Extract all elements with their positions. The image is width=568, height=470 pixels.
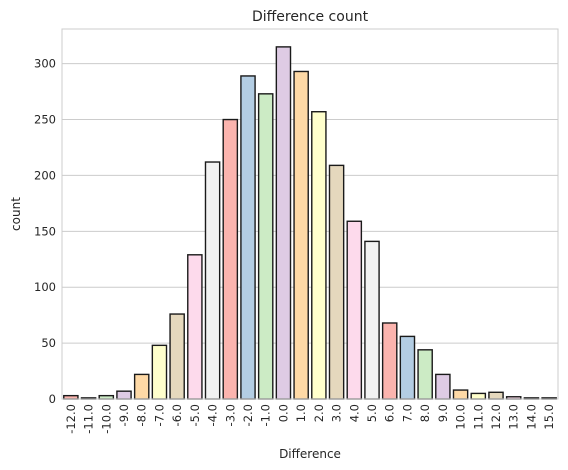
- plot-frame: [61, 28, 559, 400]
- bar: [240, 75, 256, 400]
- y-tick-label: 300: [34, 57, 56, 71]
- bar: [399, 335, 416, 400]
- bar: [275, 46, 292, 400]
- x-tick-label: 12.0: [489, 404, 503, 430]
- x-tick-label: 10.0: [454, 404, 468, 430]
- x-tick-label: -9.0: [117, 404, 131, 426]
- bar: [417, 349, 433, 400]
- x-tick-label: 4.0: [347, 404, 361, 422]
- x-tick-label: 14.0: [524, 404, 538, 430]
- y-tick-label: 0: [49, 392, 56, 406]
- bar: [311, 111, 327, 400]
- x-tick-label: -2.0: [241, 404, 255, 426]
- grid: [62, 63, 558, 400]
- x-tick-label: -8.0: [135, 404, 149, 426]
- bar: [435, 373, 451, 400]
- y-tick-label: 100: [34, 280, 56, 294]
- x-tick-label: -4.0: [206, 404, 220, 426]
- x-tick-label: -10.0: [99, 404, 113, 434]
- x-tick-label: -11.0: [82, 404, 96, 434]
- x-tick-labels: -12.0 -11.0 -10.0 -9.0 -8.0 -7.0 -6.0 -5.0 -4.0-…: [64, 404, 556, 434]
- x-tick-label: 2.0: [312, 404, 326, 422]
- bar: [257, 93, 274, 400]
- bar: [151, 344, 168, 400]
- x-tick-label: -6.0: [170, 404, 184, 426]
- bar: [222, 118, 239, 400]
- x-tick-label: -5.0: [188, 404, 202, 426]
- bar: [381, 322, 398, 400]
- x-tick-label: 5.0: [365, 404, 379, 422]
- bars: [63, 46, 557, 400]
- bar: [204, 161, 221, 400]
- bar: [98, 394, 115, 400]
- y-axis-label: count: [9, 197, 23, 231]
- bar: [187, 254, 203, 400]
- bar: [470, 392, 487, 400]
- y-tick-labels: 0 50 100 150 200 250 300: [34, 57, 56, 406]
- x-tick-label: 15.0: [542, 404, 556, 430]
- y-tick-label: 50: [41, 336, 56, 350]
- bar: [364, 240, 380, 400]
- x-tick-label: -7.0: [152, 404, 166, 426]
- x-tick-label: 11.0: [471, 404, 485, 430]
- x-tick-label: -3.0: [223, 404, 237, 426]
- bar: [63, 394, 79, 400]
- bar: [328, 164, 345, 400]
- bar: [169, 313, 185, 400]
- y-tick-label: 200: [34, 168, 56, 182]
- bar: [116, 390, 132, 400]
- x-tick-label: 7.0: [400, 404, 414, 422]
- y-tick-label: 150: [34, 224, 56, 238]
- bar: [452, 389, 469, 400]
- x-tick-label: 9.0: [436, 404, 450, 422]
- chart-title: Difference count: [252, 9, 369, 25]
- x-tick-label: 13.0: [507, 404, 521, 430]
- x-tick-label: -1.0: [259, 404, 273, 426]
- x-tick-label: 0.0: [276, 404, 290, 422]
- x-axis-label: Difference: [279, 447, 341, 461]
- x-tick-label: 8.0: [418, 404, 432, 422]
- y-tick-label: 250: [34, 113, 56, 127]
- x-tick-label: 3.0: [330, 404, 344, 422]
- x-tick-label: -12.0: [64, 404, 78, 434]
- x-tick-label: 6.0: [383, 404, 397, 422]
- bar: [346, 220, 363, 400]
- bar: [488, 391, 504, 400]
- bar: [133, 373, 150, 400]
- bar: [293, 70, 309, 400]
- x-tick-label: 1.0: [294, 404, 308, 422]
